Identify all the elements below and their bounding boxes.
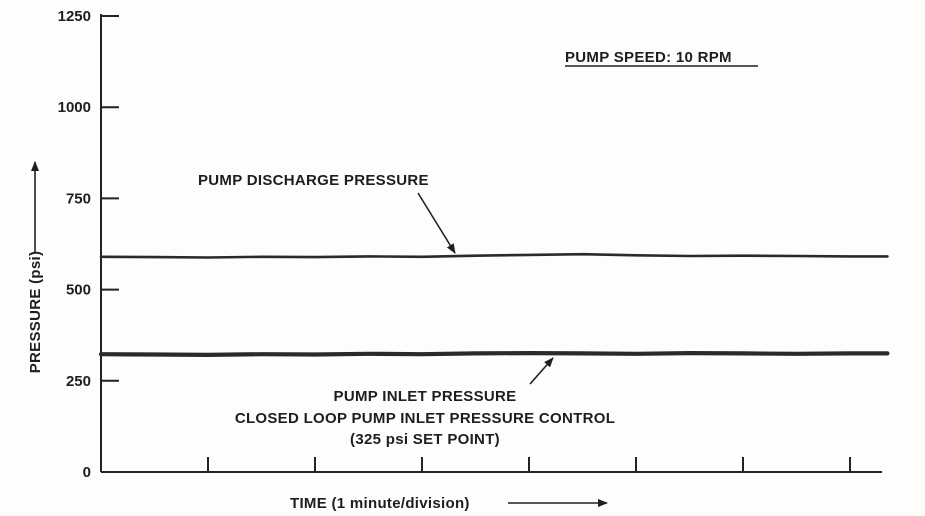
y-tick-label: 750: [66, 190, 91, 207]
y-tick-label: 0: [83, 464, 91, 481]
series-layer: [98, 252, 890, 357]
y-tick-label: 500: [66, 282, 91, 299]
inlet-pressure-label: PUMP INLET PRESSURE: [334, 388, 517, 405]
y-tick-label: 1000: [58, 99, 91, 116]
discharge-pressure-arrow: [417, 192, 456, 254]
inlet-control-label: CLOSED LOOP PUMP INLET PRESSURE CONTROL: [235, 410, 615, 427]
inlet-pressure-arrow: [529, 357, 554, 385]
series-line-discharge: [99, 252, 889, 259]
discharge-pressure-label: PUMP DISCHARGE PRESSURE: [198, 172, 429, 189]
series-line-inlet: [98, 351, 890, 357]
setpoint-label: (325 psi SET POINT): [350, 431, 500, 448]
y-tick-label: 1250: [58, 8, 91, 25]
y-tick-label: 250: [66, 373, 91, 390]
y-axis-title: PRESSURE (psi): [27, 251, 44, 374]
y-ticks: 0 250 500 750 1000 1250: [58, 8, 119, 481]
x-ticks: [207, 457, 851, 472]
x-axis-title: TIME (1 minute/division): [290, 495, 470, 512]
pump-speed-note: PUMP SPEED: 10 RPM: [565, 49, 732, 66]
